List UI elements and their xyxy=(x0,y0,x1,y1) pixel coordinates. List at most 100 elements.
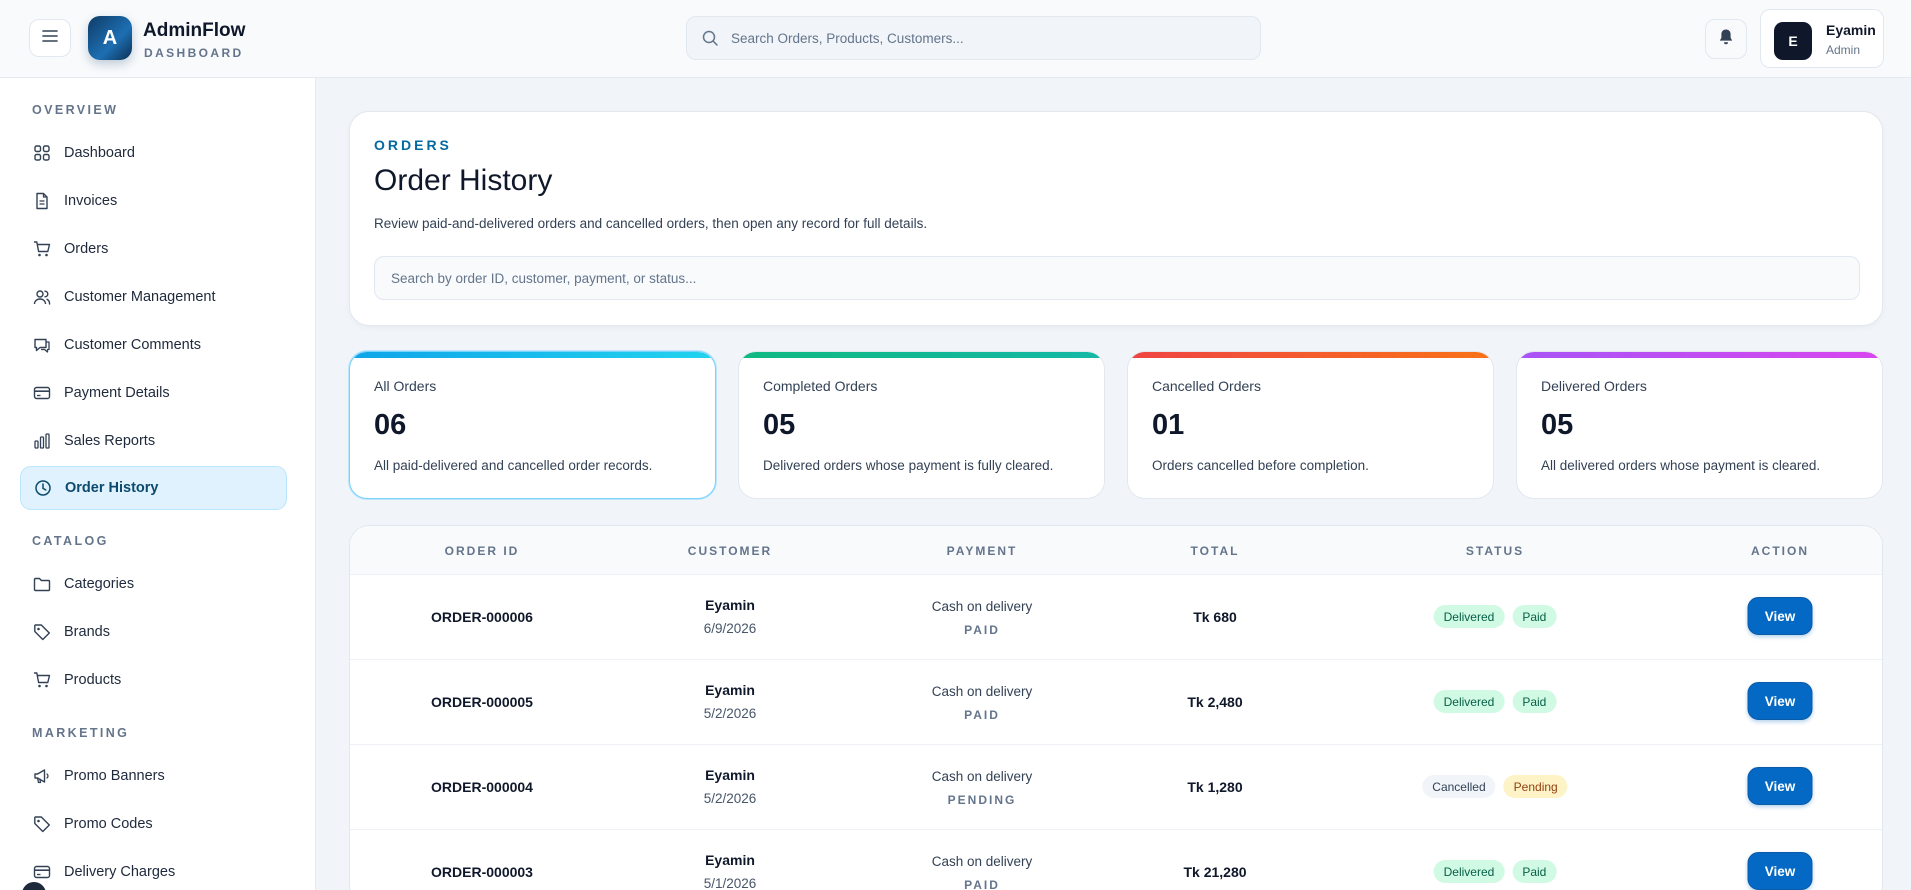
view-order-button[interactable]: View xyxy=(1747,852,1813,890)
sidebar-item-orders[interactable]: Orders xyxy=(20,227,287,271)
stat-value: 05 xyxy=(763,409,796,441)
sidebar-section-catalog: CATALOG xyxy=(32,534,109,548)
user-name: Eyamin xyxy=(1826,22,1876,38)
bell-icon xyxy=(1718,28,1734,51)
brand-subtitle: DASHBOARD xyxy=(144,46,244,60)
column-header-customer[interactable]: CUSTOMER xyxy=(687,544,773,558)
payment-status: PAID xyxy=(964,708,1000,722)
sidebar-item-delivery-charges[interactable]: Delivery Charges xyxy=(20,850,287,890)
column-header-status[interactable]: STATUS xyxy=(1465,544,1525,558)
order-date: 5/1/2026 xyxy=(703,876,757,890)
order-search-input[interactable]: Search by order ID, customer, payment, o… xyxy=(374,256,1860,300)
page-title: Order History xyxy=(374,164,553,197)
sidebar-item-dashboard[interactable]: Dashboard xyxy=(20,131,287,175)
menu-toggle-button[interactable] xyxy=(29,19,71,57)
comment-icon xyxy=(32,335,52,355)
global-search-input[interactable]: Search Orders, Products, Customers... xyxy=(686,16,1261,60)
stat-card-completed-orders[interactable]: Completed Orders 05 Delivered orders who… xyxy=(738,351,1105,499)
brand-logo: A xyxy=(88,16,132,60)
sidebar-item-label: Products xyxy=(64,672,122,688)
view-order-button[interactable]: View xyxy=(1747,682,1813,720)
stat-description: Orders cancelled before completion. xyxy=(1152,458,1369,473)
sidebar-item-promo-codes[interactable]: Promo Codes xyxy=(20,802,287,846)
status-badges: Delivered Paid xyxy=(1433,690,1557,713)
stat-description: Delivered orders whose payment is fully … xyxy=(763,458,1054,473)
sidebar-item-label: Orders xyxy=(64,241,109,257)
order-id: ORDER-000006 xyxy=(431,609,533,625)
column-header-action[interactable]: ACTION xyxy=(1751,544,1809,558)
sidebar-item-label: Payment Details xyxy=(64,385,170,401)
notifications-button[interactable] xyxy=(1705,19,1747,59)
sidebar-item-payment-details[interactable]: Payment Details xyxy=(20,371,287,415)
card-icon xyxy=(32,862,52,882)
sidebar-item-sales-reports[interactable]: Sales Reports xyxy=(20,419,287,463)
table-row: ORDER-000004 Eyamin 5/2/2026 Cash on del… xyxy=(350,745,1882,830)
stat-accent-bar xyxy=(350,352,715,358)
user-role: Admin xyxy=(1826,43,1861,57)
page-header-card: ORDERS Order History Review paid-and-del… xyxy=(349,111,1883,326)
payment-status: PAID xyxy=(964,878,1000,890)
sidebar-item-brands[interactable]: Brands xyxy=(20,610,287,654)
stat-description: All delivered orders whose payment is cl… xyxy=(1541,458,1821,473)
sidebar-item-customer-management[interactable]: Customer Management xyxy=(20,275,287,319)
column-header-order-id[interactable]: ORDER ID xyxy=(444,544,520,558)
sidebar-item-invoices[interactable]: Invoices xyxy=(20,179,287,223)
payment-badge: Paid xyxy=(1512,690,1557,713)
payment-method: Cash on delivery xyxy=(931,684,1033,699)
sidebar-item-order-history[interactable]: Order History xyxy=(20,466,287,510)
payment-badge: Pending xyxy=(1503,775,1568,798)
tag-icon xyxy=(32,814,52,834)
customer-name: Eyamin xyxy=(705,597,755,613)
order-date: 5/2/2026 xyxy=(703,706,757,721)
stat-value: 01 xyxy=(1152,409,1185,441)
customer-name: Eyamin xyxy=(705,682,755,698)
stat-card-cancelled-orders[interactable]: Cancelled Orders 01 Orders cancelled bef… xyxy=(1127,351,1494,499)
sidebar-item-label: Customer Comments xyxy=(64,337,201,353)
bar-chart-icon xyxy=(32,431,52,451)
tag-icon xyxy=(32,622,52,642)
stat-card-delivered-orders[interactable]: Delivered Orders 05 All delivered orders… xyxy=(1516,351,1883,499)
order-total: Tk 1,280 xyxy=(1187,779,1243,795)
order-total: Tk 2,480 xyxy=(1187,694,1243,710)
status-badge: Delivered xyxy=(1433,605,1505,628)
stat-accent-bar xyxy=(739,352,1104,358)
column-header-payment[interactable]: PAYMENT xyxy=(946,544,1018,558)
status-badge: Delivered xyxy=(1433,690,1505,713)
clock-icon xyxy=(33,478,53,498)
view-order-button[interactable]: View xyxy=(1747,767,1813,805)
sidebar-item-promo-banners[interactable]: Promo Banners xyxy=(20,754,287,798)
payment-method: Cash on delivery xyxy=(931,769,1033,784)
sidebar-item-label: Invoices xyxy=(64,193,118,209)
sidebar-item-customer-comments[interactable]: Customer Comments xyxy=(20,323,287,367)
status-badges: Delivered Paid xyxy=(1433,860,1557,883)
order-total: Tk 680 xyxy=(1193,609,1237,625)
user-menu[interactable]: E Eyamin Admin xyxy=(1760,9,1884,68)
payment-status: PENDING xyxy=(947,793,1017,807)
floating-avatar[interactable] xyxy=(22,882,46,890)
folder-icon xyxy=(32,574,52,594)
customer-name: Eyamin xyxy=(705,852,755,868)
cart-icon xyxy=(32,239,52,259)
order-date: 6/9/2026 xyxy=(703,621,757,636)
sidebar-section-marketing: MARKETING xyxy=(32,726,130,740)
stat-card-all-orders[interactable]: All Orders 06 All paid-delivered and can… xyxy=(349,351,716,499)
sidebar-item-label: Promo Banners xyxy=(64,768,165,784)
stat-value: 05 xyxy=(1541,409,1574,441)
sidebar-item-label: Categories xyxy=(64,576,135,592)
customer-name: Eyamin xyxy=(705,767,755,783)
sidebar: OVERVIEW Dashboard Invoices Orders Custo… xyxy=(0,78,316,890)
grid-icon xyxy=(32,143,52,163)
column-header-total[interactable]: TOTAL xyxy=(1190,544,1240,558)
stat-accent-bar xyxy=(1128,352,1493,358)
status-badge: Cancelled xyxy=(1422,775,1496,798)
sidebar-item-categories[interactable]: Categories xyxy=(20,562,287,606)
status-badge: Delivered xyxy=(1433,860,1505,883)
file-icon xyxy=(32,191,52,211)
stat-value: 06 xyxy=(374,409,407,441)
stat-label: Delivered Orders xyxy=(1541,378,1647,394)
order-search-placeholder: Search by order ID, customer, payment, o… xyxy=(391,270,697,286)
sidebar-item-products[interactable]: Products xyxy=(20,658,287,702)
sidebar-item-label: Brands xyxy=(64,624,110,640)
view-order-button[interactable]: View xyxy=(1747,597,1813,635)
sidebar-section-overview: OVERVIEW xyxy=(32,103,119,117)
